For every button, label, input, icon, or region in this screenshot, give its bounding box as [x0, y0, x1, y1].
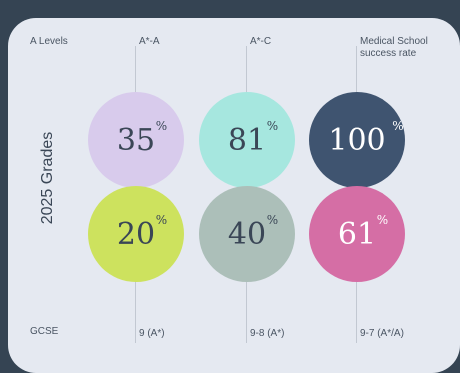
percent-sign: % — [376, 212, 389, 227]
percent-sign: % — [155, 118, 168, 133]
percent-sign: % — [155, 212, 168, 227]
stat-value: 61 — [337, 216, 377, 252]
gcse-stat-9: 20% — [88, 186, 184, 282]
percent-sign: % — [266, 212, 279, 227]
column-header-a-star-a: A*-A — [139, 36, 160, 47]
a-level-stat-medical-school: 100% — [309, 92, 405, 188]
gcse-stat-9-8: 40% — [199, 186, 295, 282]
stat-value: 40 — [227, 216, 267, 252]
a-level-stat-a-star-c: 81% — [199, 92, 295, 188]
column-header-a-star-c: A*-C — [250, 36, 272, 47]
percent-sign: % — [392, 118, 404, 133]
stat-value: 20 — [116, 216, 156, 252]
stat-value: 35 — [116, 122, 156, 158]
column-header-medical-school: Medical School success rate — [360, 36, 428, 59]
year-grades-label: 2025 Grades — [39, 131, 56, 225]
gcse-stat-9-7: 61% — [309, 186, 405, 282]
column-footer-9-8: 9-8 (A*) — [250, 328, 285, 339]
a-levels-label: A Levels — [30, 36, 68, 47]
stat-value: 81 — [227, 122, 267, 158]
percent-sign: % — [266, 118, 279, 133]
gcse-label: GCSE — [30, 326, 59, 337]
stat-value: 100 — [328, 122, 386, 158]
column-footer-9-7: 9-7 (A*/A) — [360, 328, 404, 339]
column-footer-9: 9 (A*) — [139, 328, 165, 339]
a-level-stat-a-star-a: 35% — [88, 92, 184, 188]
